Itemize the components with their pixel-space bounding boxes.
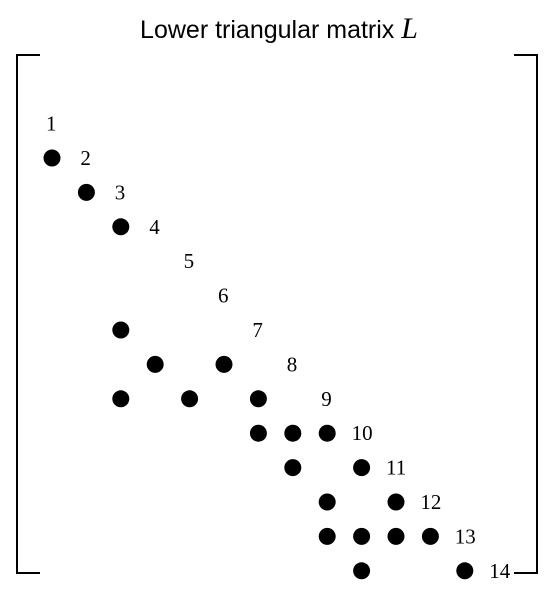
- title-symbol: L: [401, 12, 418, 45]
- left-bracket: [16, 54, 40, 574]
- nonzero-dot-r14-c13: [456, 562, 474, 580]
- nonzero-entries: [43, 149, 474, 580]
- nonzero-dot-r13-c12: [421, 527, 439, 545]
- title-text: Lower triangular matrix: [140, 16, 395, 44]
- diagonal-label-8: 8: [287, 352, 298, 376]
- nonzero-dot-r7-c3: [112, 321, 130, 339]
- diagonal-label-5: 5: [184, 249, 195, 273]
- nonzero-dot-r9-c7: [249, 390, 267, 408]
- nonzero-dot-r11-c8: [284, 459, 302, 477]
- diagonal-label-9: 9: [321, 387, 332, 411]
- nonzero-dot-r10-c7: [249, 424, 267, 442]
- diagonal-label-3: 3: [115, 180, 126, 204]
- diagonal-label-11: 11: [386, 456, 406, 480]
- nonzero-dot-r3-c2: [77, 183, 95, 201]
- right-bracket: [514, 54, 538, 574]
- diagonal-label-13: 13: [455, 524, 476, 548]
- nonzero-dot-r9-c3: [112, 390, 130, 408]
- nonzero-dot-r11-c10: [353, 459, 371, 477]
- page-title: Lower triangular matrix L: [0, 12, 558, 46]
- nonzero-dot-r8-c4: [146, 355, 164, 373]
- nonzero-dot-r4-c3: [112, 218, 130, 236]
- nonzero-dot-r12-c11: [387, 493, 405, 511]
- nonzero-dot-r13-c10: [353, 527, 371, 545]
- nonzero-dot-r2-c1: [43, 149, 61, 167]
- diagonal-label-1: 1: [46, 112, 57, 136]
- diagonal-label-7: 7: [252, 318, 263, 342]
- nonzero-dot-r10-c9: [318, 424, 336, 442]
- diagonal-label-14: 14: [489, 559, 511, 583]
- nonzero-dot-r10-c8: [284, 424, 302, 442]
- diagonal-label-12: 12: [420, 490, 441, 514]
- diagonal-label-10: 10: [352, 421, 373, 445]
- nonzero-dot-r13-c9: [318, 527, 336, 545]
- nonzero-dot-r14-c10: [353, 562, 371, 580]
- nonzero-dot-r8-c6: [215, 355, 233, 373]
- nonzero-dot-r12-c9: [318, 493, 336, 511]
- nonzero-dot-r13-c11: [387, 527, 405, 545]
- diagonal-label-4: 4: [149, 215, 160, 239]
- nonzero-dot-r9-c5: [181, 390, 199, 408]
- diagonal-label-2: 2: [80, 146, 91, 170]
- diagonal-label-6: 6: [218, 284, 229, 308]
